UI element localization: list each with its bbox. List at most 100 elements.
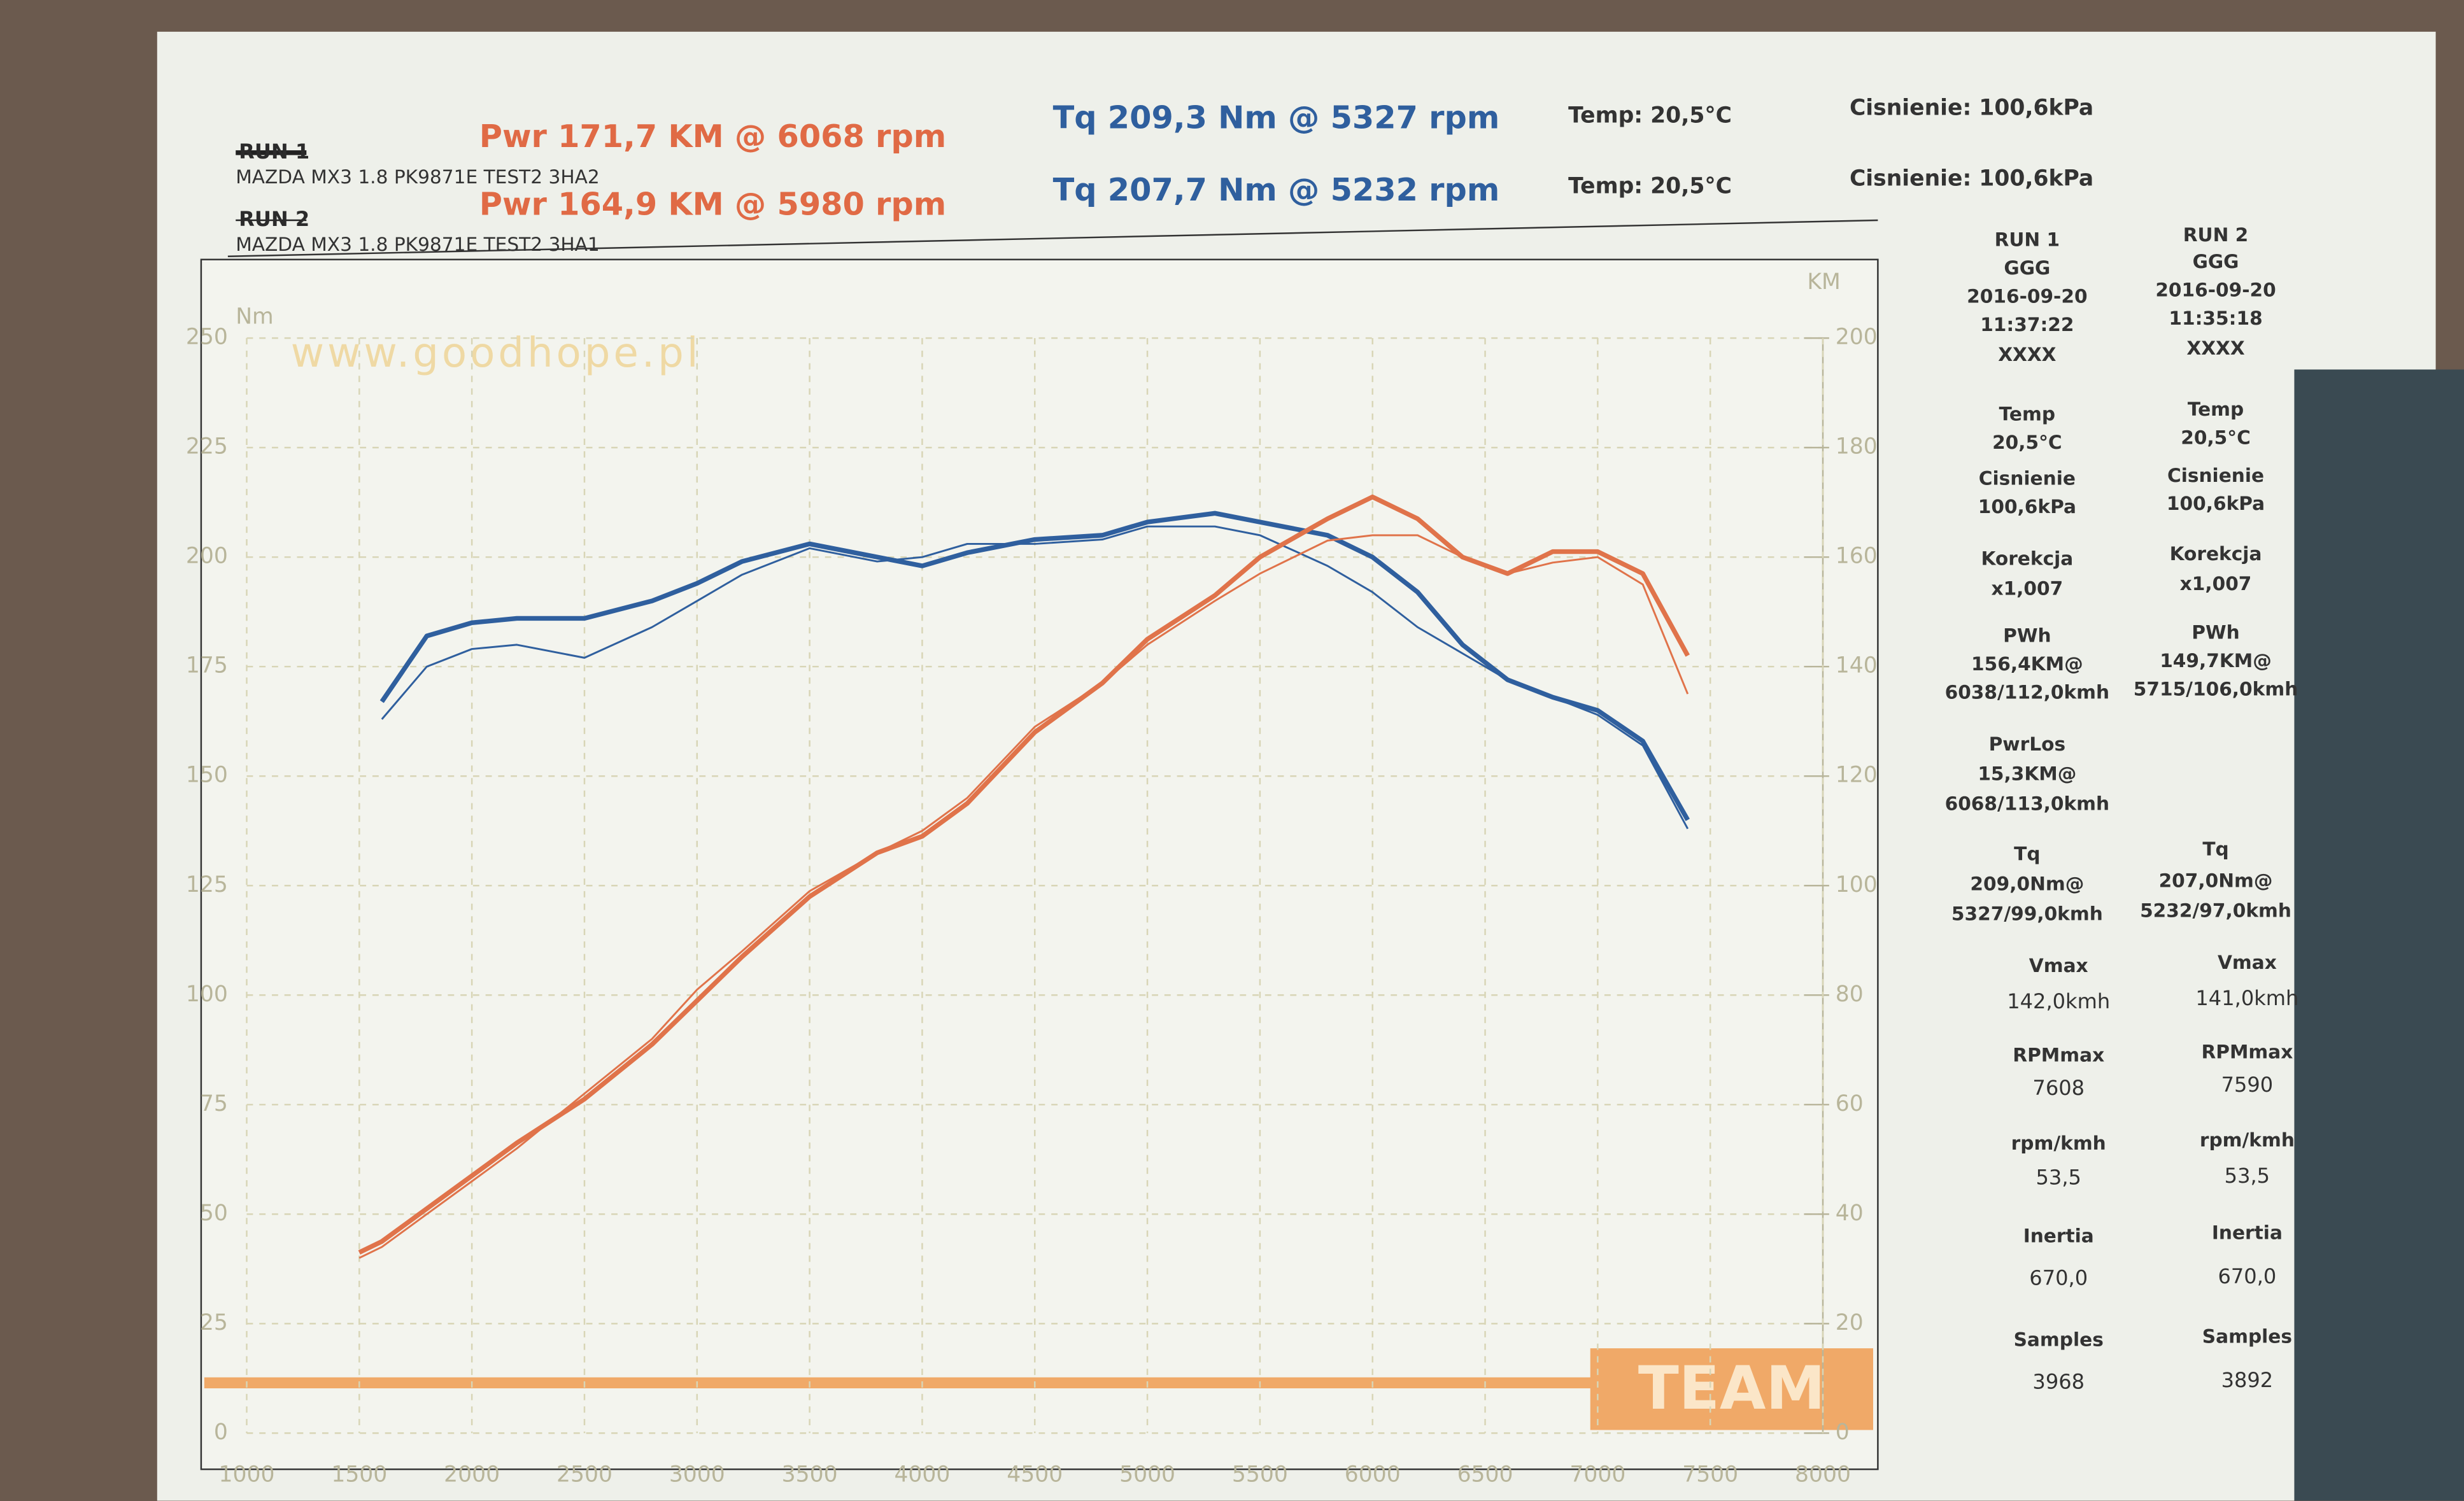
panel-text: 6038/112,0kmh [1945, 681, 2110, 703]
vehicle: MAZDA MX3 1.8 PK9871E TEST2 3HA2 [236, 166, 599, 188]
y-tick-label: 75 [200, 1091, 228, 1117]
panel-text: PWh [2191, 622, 2239, 644]
badge-box [1590, 1348, 1873, 1430]
panel-text: Vmax [2029, 955, 2088, 976]
series-line [381, 525, 1689, 829]
panel-text: Korekcja [2170, 543, 2262, 565]
panel-text: 7590 [2221, 1073, 2274, 1097]
y2-tick-label: 180 [1836, 434, 1878, 460]
pressure: Cisnienie: 100,6kPa [1850, 166, 2093, 191]
y2-tick-label: 40 [1836, 1201, 1864, 1226]
panel-text: XXXX [2186, 337, 2244, 359]
x-tick-label: 4500 [1007, 1462, 1063, 1488]
y-tick-label: 25 [200, 1310, 228, 1335]
y2-tick-label: 100 [1836, 872, 1878, 898]
x-tick-label: 7500 [1682, 1462, 1738, 1488]
x-tick-label: 3500 [782, 1462, 838, 1488]
run-label: RUN 2 [239, 207, 309, 231]
panel-text: 142,0kmh [2007, 989, 2110, 1013]
panel-text: rpm/kmh [2200, 1129, 2295, 1151]
y-tick-label: 200 [186, 544, 228, 569]
power-peak: Pwr 164,9 KM @ 5980 rpm [479, 185, 946, 222]
panel-text: 141,0kmh [2195, 986, 2298, 1010]
y2-tick-label: 140 [1836, 653, 1878, 679]
panel-text: Inertia [2023, 1225, 2094, 1246]
panel-text: Cisnienie [1979, 468, 2076, 490]
panel-text: GGG [2193, 251, 2239, 272]
pressure: Cisnienie: 100,6kPa [1850, 95, 2093, 120]
panel-text: 7608 [2032, 1076, 2085, 1100]
panel-text: Cisnienie [2167, 465, 2264, 486]
panel-text: GGG [2004, 257, 2050, 279]
x-tick-label: 8000 [1795, 1462, 1851, 1488]
vehicle: MAZDA MX3 1.8 PK9871E TEST2 3HA1 [236, 234, 599, 255]
panel-text: 670,0 [2218, 1264, 2276, 1288]
x-tick-label: 1000 [219, 1462, 275, 1488]
x-tick-label: 5500 [1232, 1462, 1288, 1488]
run-label: RUN 1 [239, 139, 309, 164]
panel-text: 5715/106,0kmh [2134, 678, 2298, 700]
x-tick-label: 2000 [444, 1462, 500, 1488]
panel-text: XXXX [1998, 344, 2056, 365]
panel-text: 5327/99,0kmh [1951, 903, 2103, 924]
panel-text: RUN 1 [1995, 229, 2060, 251]
badge: TEAM [1638, 1354, 1825, 1423]
panel-text: 5232/97,0kmh [2140, 899, 2291, 921]
x-tick-label: 7000 [1569, 1462, 1625, 1488]
y-axis-label: Nm [236, 304, 274, 330]
torque-peak: Tq 209,3 Nm @ 5327 rpm [1053, 99, 1500, 136]
y-tick-label: 175 [186, 653, 228, 679]
panel-text: RUN 2 [2183, 224, 2249, 246]
panel-text: 3968 [2032, 1369, 2085, 1393]
x-tick-label: 1500 [331, 1462, 387, 1488]
panel-text: Temp [2188, 398, 2244, 420]
panel-text: 100,6kPa [1978, 496, 2076, 518]
y-tick-label: 250 [186, 325, 228, 350]
power-peak: Pwr 171,7 KM @ 6068 rpm [479, 118, 946, 155]
panel-text: x1,007 [1991, 578, 2063, 600]
panel-text: 209,0Nm@ [1970, 873, 2084, 895]
panel-text: 100,6kPa [2167, 493, 2265, 514]
y2-tick-label: 120 [1836, 763, 1878, 788]
panel-text: Samples [2202, 1325, 2292, 1347]
panel-text: 2016-09-20 [1967, 285, 2087, 307]
panel-text: 11:37:22 [1980, 314, 2074, 335]
x-tick-label: 5000 [1119, 1462, 1175, 1488]
y2-tick-label: 60 [1836, 1091, 1864, 1117]
watermark: www.goodhope.pl [291, 329, 702, 377]
series-line [379, 511, 1690, 821]
panel-text: RPMmax [2201, 1041, 2293, 1063]
y-tick-label: 0 [214, 1420, 228, 1445]
panel-text: 2016-09-20 [2155, 279, 2276, 301]
panel-text: 20,5°C [1992, 432, 2062, 453]
temperature: Temp: 20,5°C [1568, 103, 1732, 129]
x-tick-label: 2500 [556, 1462, 612, 1488]
panel-text: Korekcja [1981, 548, 2073, 570]
y-tick-label: 125 [186, 872, 228, 898]
panel-text: PwrLos [1989, 733, 2066, 755]
panel-text: 53,5 [2225, 1164, 2270, 1188]
panel-text: 670,0 [2029, 1266, 2088, 1290]
panel-text: Tq [2202, 838, 2228, 860]
panel-text: 149,7KM@ [2160, 650, 2272, 672]
panel-text: 53,5 [2036, 1166, 2081, 1190]
y2-axis-label: KM [1807, 269, 1840, 295]
header-rule [227, 219, 1878, 258]
panel-text: Samples [2014, 1328, 2104, 1350]
panel-text: 3892 [2221, 1368, 2274, 1392]
y2-tick-label: 0 [1836, 1420, 1850, 1445]
x-tick-label: 6000 [1345, 1462, 1401, 1488]
panel-text: PWh [2003, 625, 2051, 647]
plot-frame [200, 258, 1879, 1470]
background-sheet [2294, 369, 2464, 1501]
y2-tick-label: 160 [1836, 544, 1878, 569]
temperature: Temp: 20,5°C [1568, 174, 1732, 199]
x-tick-label: 6500 [1457, 1462, 1513, 1488]
panel-text: 20,5°C [2181, 427, 2251, 449]
panel-text: Inertia [2212, 1222, 2283, 1243]
panel-text: rpm/kmh [2011, 1132, 2106, 1154]
panel-text: Tq [2014, 843, 2040, 865]
x-tick-label: 3000 [669, 1462, 725, 1488]
